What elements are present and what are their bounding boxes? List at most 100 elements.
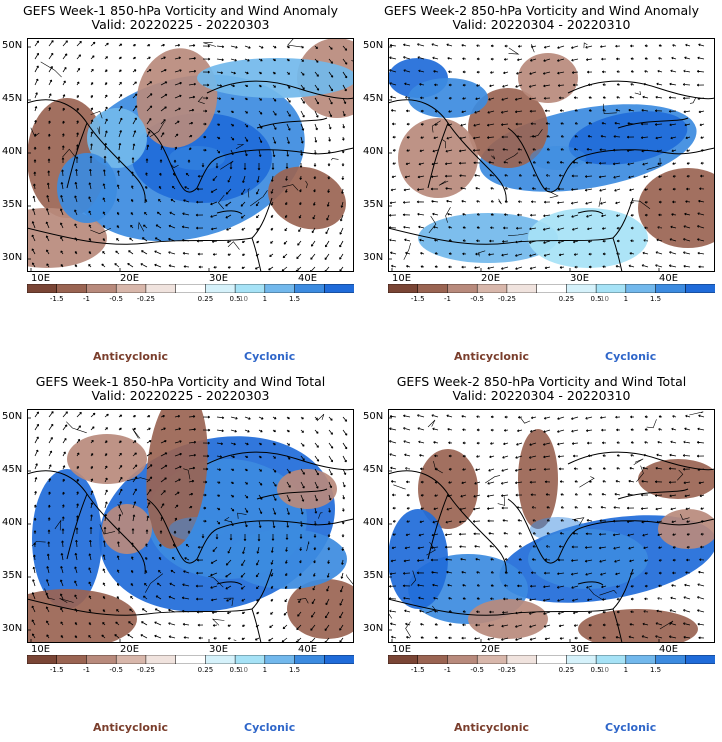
wind-arrow [572,240,579,244]
colorbar [388,284,715,293]
wind-arrow [419,454,425,457]
wind-arrow [268,266,274,271]
wind-arrow [341,520,345,525]
wind-arrow [286,45,290,49]
wind-arrow [392,519,397,523]
wind-arrow [286,97,291,103]
wind-arrow [406,506,411,510]
wind-arrow [188,121,194,125]
wind-arrow [299,201,302,206]
wind-arrow [229,163,233,170]
colorbar-swatch [388,284,419,293]
wind-arrow [502,84,509,88]
wind-arrow [501,624,509,628]
wind-arrow [459,545,467,549]
wind-arrow [406,265,411,268]
vorticity-region [227,529,347,589]
wind-arrow [300,123,305,131]
wind-arrow [104,42,109,47]
wind-arrow [630,83,635,86]
wind-arrow [118,81,122,86]
wind-arrow [339,585,344,593]
wind-arrow [404,82,411,86]
wind-arrow [131,185,134,190]
wind-arrow [489,84,495,88]
wind-arrow [644,44,649,48]
wind-arrow [458,161,467,165]
wind-arrow [390,109,397,112]
wind-arrow [132,452,137,457]
wind-arrow [272,494,277,501]
wind-arrow [570,572,579,576]
wind-arrow [88,609,92,613]
wind-arrow [616,441,621,445]
wind-arrow [601,214,607,218]
wind-arrow [270,188,274,194]
wind-arrow [514,97,523,101]
wind-arrow [404,238,411,242]
wind-arrow [630,428,635,432]
wind-arrow [448,454,452,458]
wind-arrow [216,455,223,458]
wind-arrow [74,251,78,255]
wind-arrow [543,214,551,218]
wind-arrow [543,416,551,420]
wind-arrow [325,598,330,606]
wind-arrow [342,123,345,129]
wind-arrow [434,265,439,269]
border-segment [676,469,684,481]
wind-arrow [324,253,330,260]
wind-arrow [669,82,677,86]
wind-arrow [272,507,277,515]
border-segment [132,428,141,439]
wind-arrow [515,253,523,257]
wind-arrow [574,480,579,483]
wind-arrow [130,595,134,600]
colorbar-tick-label: 1 [262,666,268,674]
wind-arrow [159,530,163,534]
map-frame [388,409,715,643]
wind-arrow [132,440,137,444]
wind-arrow [188,69,197,73]
wind-arrow [419,238,425,242]
wind-arrow [255,624,260,628]
wind-arrow [196,571,204,575]
wind-arrow [339,227,344,235]
border-segment [431,120,441,133]
wind-arrow [160,106,167,112]
wind-arrow [558,624,565,628]
wind-arrow [404,609,411,613]
lat-label: 40N [363,517,384,528]
wind-arrow [258,481,263,486]
wind-arrow [216,97,222,100]
wind-arrow [230,45,238,49]
wind-arrow [461,570,467,574]
wind-arrow [272,84,276,88]
border-segment [520,417,531,424]
wind-arrow [171,185,176,190]
wind-arrow [300,481,305,489]
wind-arrow [90,107,94,112]
wind-arrow [34,436,39,444]
wind-arrow [286,416,290,420]
wind-arrow [173,159,177,163]
wind-arrow [515,611,523,615]
wind-arrow [286,71,290,75]
wind-arrow [615,479,621,483]
wind-arrow [48,93,52,99]
country-borders [388,411,704,638]
wind-arrow [132,415,136,418]
wind-arrow [529,468,537,472]
wind-arrow [420,507,425,510]
wind-arrow [285,585,288,589]
wind-arrow [202,480,208,484]
border-segment [59,598,74,603]
wind-arrow [388,597,397,601]
wind-arrow [389,415,397,418]
wind-arrow [501,468,509,472]
wind-arrow [559,532,565,535]
wind-arrow [62,491,65,496]
wind-arrow [314,429,319,434]
wind-arrow [227,546,232,554]
wind-arrow [285,546,288,552]
